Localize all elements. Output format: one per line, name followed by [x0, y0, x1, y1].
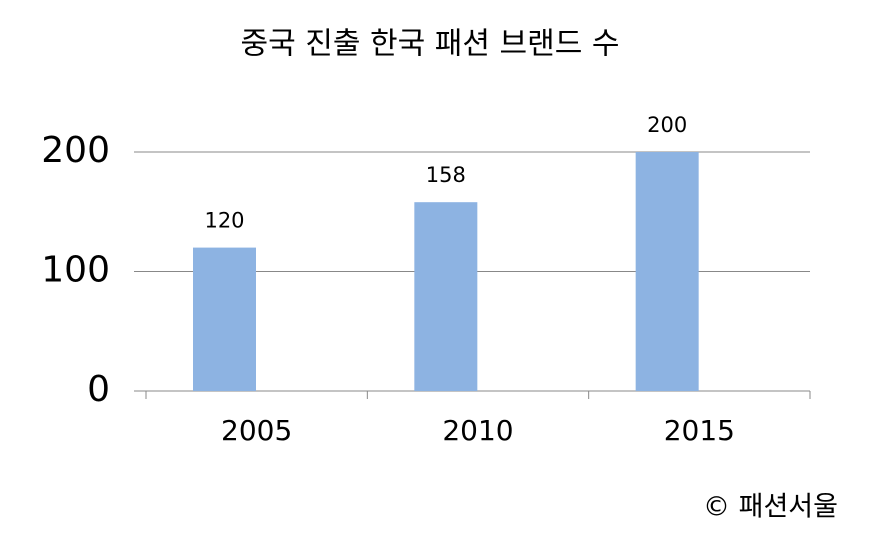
y-tick-label: 100: [41, 250, 110, 291]
y-tick-label: 0: [87, 369, 110, 410]
x-tick-label: 2010: [442, 414, 513, 447]
x-tick-label: 2005: [221, 414, 292, 447]
chart-title: 중국 진출 한국 패션 브랜드 수: [241, 27, 620, 62]
bar: [635, 152, 699, 391]
x-tick-label: 2015: [664, 414, 735, 447]
bar: [193, 247, 256, 391]
y-tick-label: 200: [41, 130, 110, 171]
source-note: © 패션서울: [703, 492, 838, 523]
data-label: 158: [426, 163, 466, 187]
data-label: 200: [647, 113, 687, 137]
data-label: 120: [204, 209, 244, 233]
bar: [414, 202, 478, 391]
